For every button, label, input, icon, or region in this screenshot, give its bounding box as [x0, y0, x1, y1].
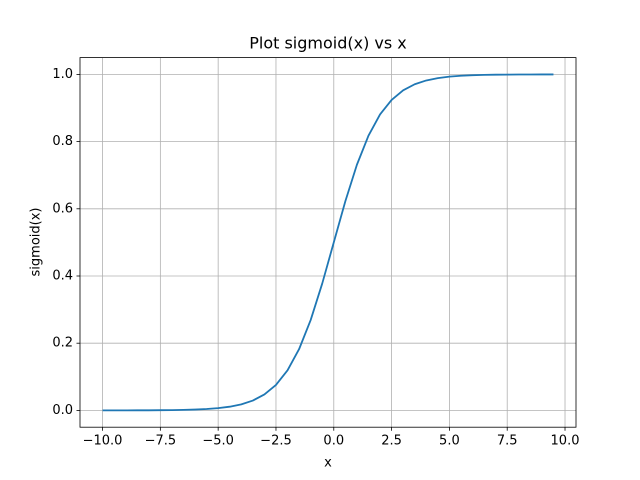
x-tick-label: 2.5 — [381, 434, 402, 449]
line — [102, 73, 554, 412]
x-tick-label: −10.0 — [83, 434, 123, 449]
x-tick-label: 10.0 — [551, 434, 580, 449]
chart-title: Plot sigmoid(x) vs x — [249, 34, 407, 53]
y-tick-label: 0.4 — [52, 269, 73, 284]
y-axis-label: sigmoid(x) — [29, 208, 44, 277]
y-tick-label: 0.6 — [52, 201, 73, 216]
y-tick-label: 0.8 — [52, 134, 73, 149]
x-tick-label: −5.0 — [202, 434, 234, 449]
plot-frame — [79, 57, 577, 428]
x-tick-label: 0.0 — [323, 434, 344, 449]
x-tick-label: −2.5 — [260, 434, 292, 449]
x-axis-label: x — [324, 456, 332, 471]
x-tick-label: 7.5 — [497, 434, 518, 449]
x-tick-label: 5.0 — [439, 434, 460, 449]
y-tick-label: 0.2 — [52, 336, 73, 351]
x-tick-label: −7.5 — [145, 434, 177, 449]
y-tick-label: 1.0 — [52, 67, 73, 82]
y-tick-label: 0.0 — [52, 403, 73, 418]
